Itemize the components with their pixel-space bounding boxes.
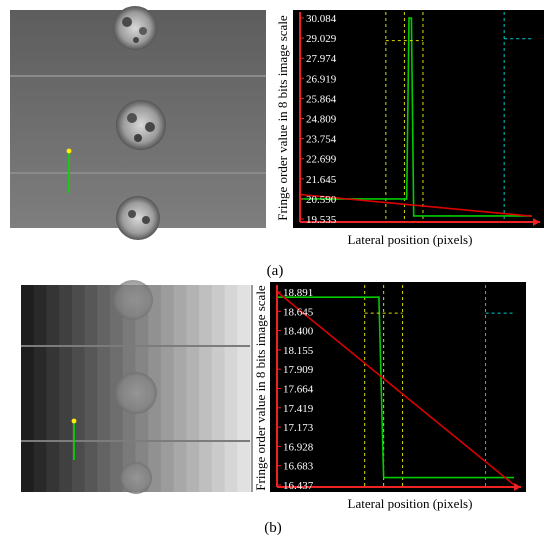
chart-a-xlabel: Lateral position (pixels): [348, 232, 473, 247]
chart-b-plot-area: [270, 282, 526, 492]
chart-b-ytick-label: 18.400: [283, 326, 314, 338]
chart-b-ytick-label: 16.928: [283, 441, 314, 453]
chart-a-ytick-label: 22.699: [306, 154, 337, 166]
caption-b: (b): [264, 520, 282, 536]
chart-b-x-axis-arrow: [514, 483, 521, 491]
chart-a-ytick-label: 20.590: [306, 194, 337, 206]
chart-b-ytick-label: 17.173: [283, 422, 314, 434]
chart-a: 30.084 29.029 27.974 26.919 25.864 24.809 23.7…: [275, 10, 544, 247]
chart-a-ytick-label: 30.084: [306, 13, 337, 25]
chart-b-ytick-label: 17.909: [283, 364, 314, 376]
chart-a-ytick-label: 26.919: [306, 73, 337, 85]
chart-b-ylabel: Fringe order value in 8 bits image scale: [253, 285, 268, 491]
chart-b-xlabel: Lateral position (pixels): [348, 496, 473, 511]
chart-a-ytick-label: 19.535: [306, 214, 337, 226]
panel-b-image: [21, 280, 253, 494]
coin-a-middle: [116, 100, 166, 150]
chart-a-ytick-label: 25.864: [306, 93, 337, 105]
chart-a-series-1: [299, 193, 533, 217]
chart-b-ytick-label: 17.419: [283, 403, 314, 415]
chart-a-ylabel: Fringe order value in 8 bits image scale: [275, 15, 290, 221]
chart-a-x-axis-arrow: [533, 218, 540, 226]
coin-b-bottom: [120, 462, 152, 494]
coin-b-top: [113, 280, 153, 320]
coin-a-top: [113, 6, 157, 50]
coin-b-middle: [115, 372, 157, 414]
chart-b-series-0: [277, 296, 514, 479]
chart-b-ytick-label: 16.437: [283, 480, 314, 492]
chart-a-ytick-label: 24.809: [306, 114, 337, 126]
chart-b-ytick-label: 16.683: [283, 461, 314, 473]
chart-b-series-1: [276, 291, 515, 486]
arrow-b: [71, 418, 77, 460]
chart-a-ytick-label: 29.029: [306, 33, 337, 45]
caption-a: (a): [267, 263, 284, 279]
chart-a-ytick-label: 23.754: [306, 134, 337, 146]
chart-a-ytick-label: 27.974: [306, 53, 337, 65]
chart-a-plot-area: [293, 10, 544, 228]
chart-b-ytick-label: 18.891: [283, 287, 313, 299]
panel-a-image: [10, 6, 266, 240]
chart-b: 18.891 18.645 18.400 18.155 17.909 17.664 17.4…: [253, 282, 526, 511]
chart-b-ytick-label: 18.155: [283, 345, 314, 357]
chart-a-ytick-label: 21.645: [306, 174, 337, 186]
coin-a-bottom: [116, 196, 160, 240]
chart-b-ytick-label: 18.645: [283, 306, 314, 318]
chart-b-ytick-label: 17.664: [283, 384, 314, 396]
chart-a-series-0: [300, 17, 532, 217]
arrow-a: [66, 148, 72, 193]
